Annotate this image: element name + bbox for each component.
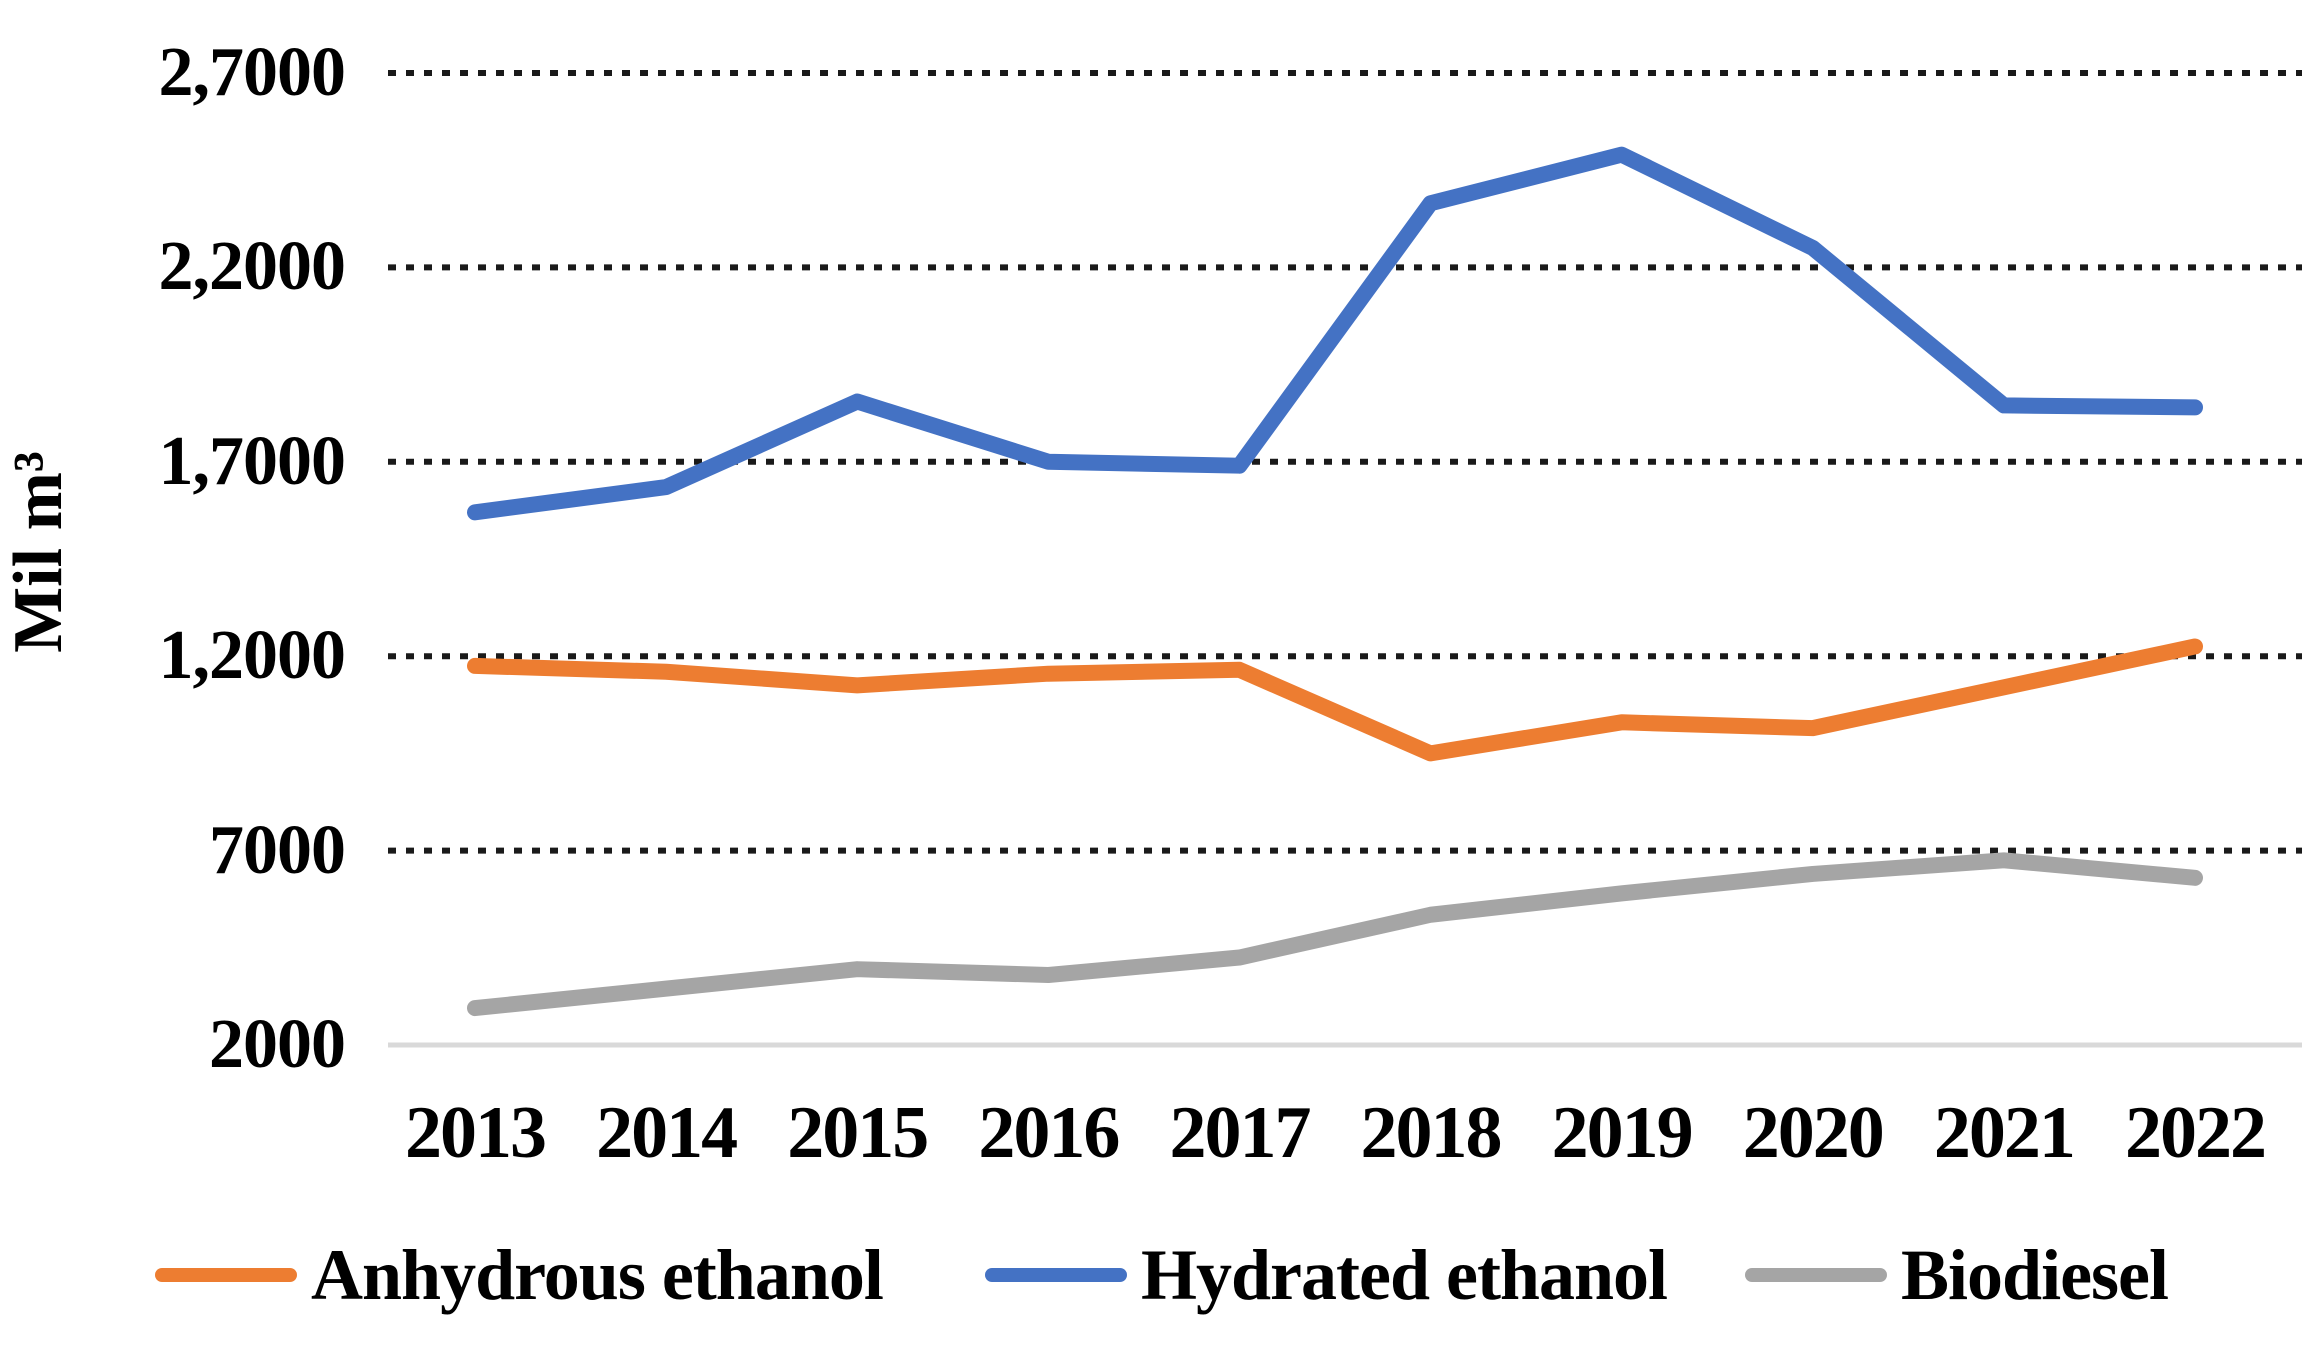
legend-item-biodiesel: Biodiesel — [1745, 1235, 2169, 1315]
legend-label: Anhydrous ethanol — [311, 1235, 884, 1315]
x-axis-tick-label: 2018 — [1360, 1092, 1503, 1174]
y-axis-tick-label: 7000 — [209, 811, 346, 889]
x-axis-tick-label: 2013 — [405, 1092, 547, 1174]
y-axis-tick-label: 1,7000 — [158, 422, 347, 500]
x-axis-tick-label: 2021 — [1933, 1092, 2076, 1174]
y-axis-tick-label: 2,2000 — [158, 228, 347, 306]
legend-line-swatch — [985, 1268, 1127, 1282]
legend-label: Hydrated ethanol — [1141, 1235, 1668, 1315]
x-axis-tick-label: 2014 — [596, 1092, 738, 1174]
legend-line-swatch — [1745, 1268, 1887, 1282]
series-line-biodiesel — [467, 852, 2203, 1017]
series-line-hydrated-ethanol — [467, 146, 2203, 521]
x-axis-tick-label: 2017 — [1169, 1092, 1311, 1174]
legend-item-anhydrous-ethanol: Anhydrous ethanol — [155, 1235, 884, 1315]
y-axis-tick-label: 2,7000 — [158, 34, 347, 111]
y-axis-tick-label: 2000 — [209, 1006, 346, 1083]
x-axis-tick-label: 2015 — [787, 1092, 929, 1174]
legend-label: Biodiesel — [1901, 1235, 2169, 1315]
legend-item-hydrated-ethanol: Hydrated ethanol — [985, 1235, 1668, 1315]
x-axis-tick-label: 2016 — [978, 1092, 1120, 1174]
x-axis-tick-label: 2019 — [1551, 1092, 1694, 1174]
y-axis-tick-label: 1,2000 — [158, 617, 347, 695]
series-line-anhydrous-ethanol — [467, 638, 2203, 762]
x-axis-tick-label: 2020 — [1742, 1092, 1885, 1174]
legend-line-swatch — [155, 1268, 297, 1282]
x-axis-tick-label: 2022 — [2125, 1092, 2267, 1174]
